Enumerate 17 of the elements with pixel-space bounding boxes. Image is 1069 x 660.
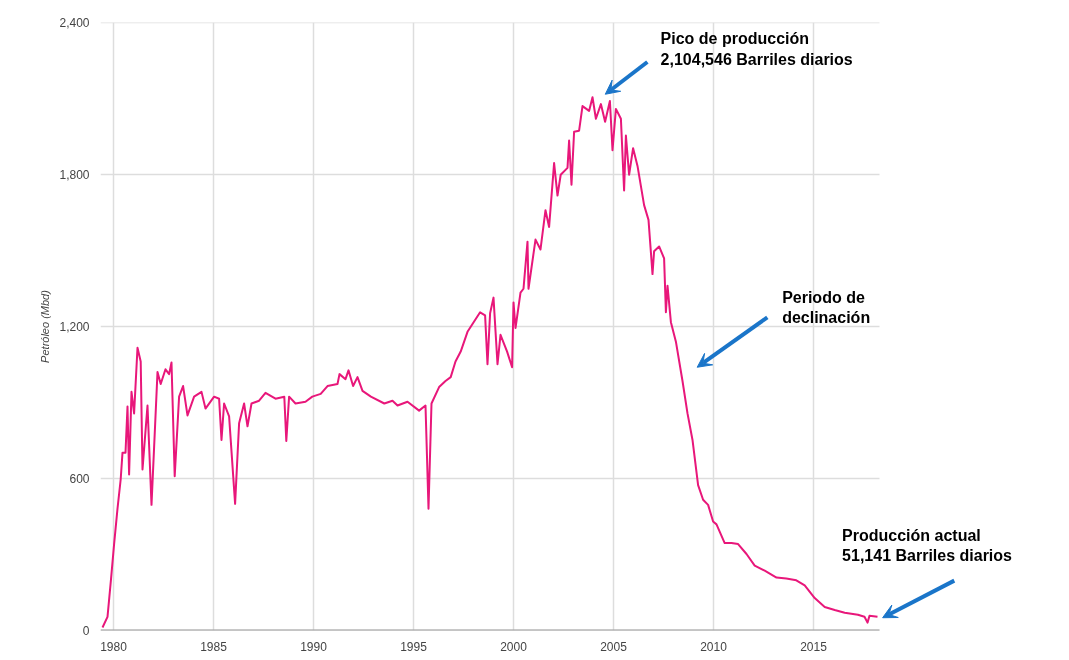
x-tick-label: 2015 — [800, 639, 828, 654]
y-tick-label: 1,200 — [59, 320, 90, 334]
x-tick-label: 1985 — [200, 639, 228, 654]
x-tick-label: 1990 — [300, 639, 328, 654]
y-tick-label: 0 — [82, 624, 90, 638]
x-tick-label: 2005 — [600, 639, 628, 654]
annotation: Producción actual 51,141 Barriles diarios — [842, 526, 1013, 564]
y-axis-title: Petróleo (Mbd) — [39, 289, 52, 363]
x-tick-label: 1980 — [100, 639, 128, 654]
y-tick-label: 2,400 — [59, 16, 90, 30]
x-tick-label: 2010 — [700, 639, 728, 654]
x-tick-label: 2000 — [500, 639, 528, 654]
y-tick-label: 600 — [69, 472, 90, 486]
annotation: Periodo de declinación — [782, 288, 871, 327]
y-tick-label: 1,800 — [59, 168, 90, 182]
x-tick-label: 1995 — [400, 639, 428, 654]
annotation: Pico de producción 2,104,546 Barriles diarios — [660, 30, 853, 68]
